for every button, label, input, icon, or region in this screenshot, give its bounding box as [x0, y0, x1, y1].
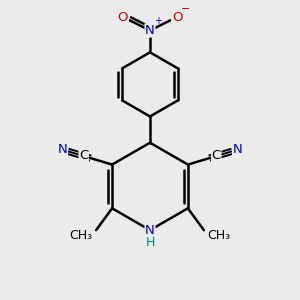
Text: C: C	[79, 149, 88, 162]
Text: N: N	[145, 24, 155, 37]
Text: +: +	[154, 16, 162, 26]
Text: CH₃: CH₃	[207, 229, 230, 242]
Text: C: C	[212, 149, 221, 162]
Text: N: N	[58, 143, 68, 156]
Text: −: −	[181, 4, 190, 14]
Text: H: H	[145, 236, 155, 249]
Text: O: O	[118, 11, 128, 24]
Text: CH₃: CH₃	[70, 229, 93, 242]
Text: N: N	[232, 143, 242, 156]
Text: N: N	[145, 224, 155, 237]
Text: O: O	[172, 11, 182, 24]
